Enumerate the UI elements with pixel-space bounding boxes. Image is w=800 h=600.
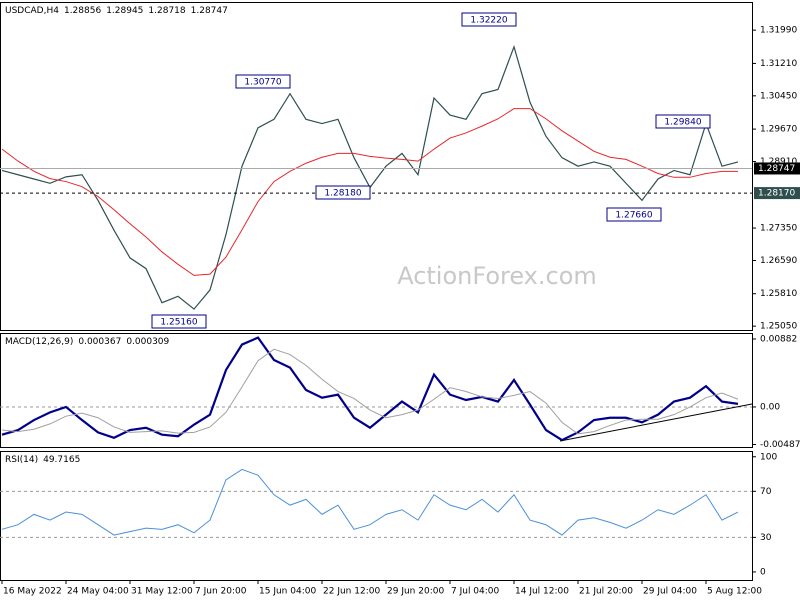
panel-frame xyxy=(0,2,753,331)
price-tag xyxy=(754,162,800,175)
level-tag xyxy=(754,187,800,200)
x-tick-label: 29 Jun 20:00 xyxy=(387,587,444,597)
y-tick-label: 1.27350 xyxy=(760,224,797,234)
level-tag-label: 1.28170 xyxy=(758,189,795,199)
panel-frame xyxy=(0,333,753,448)
annotation-box xyxy=(235,74,291,89)
x-tick-label: 24 May 04:00 xyxy=(67,587,129,597)
annotation-box xyxy=(655,114,711,129)
y-tick-label: 0.00 xyxy=(760,402,780,412)
trendline xyxy=(559,403,753,442)
title: MACD(12,26,9) xyxy=(5,337,73,347)
x-tick-label: 16 May 2022 xyxy=(3,587,62,597)
y-tick-label: 1.26590 xyxy=(760,256,797,266)
y-tick-label: 1.28910 xyxy=(760,157,797,167)
x-tick-label: 7 Jul 04:00 xyxy=(451,587,500,597)
reading: 1.28945 xyxy=(106,6,143,16)
x-tick-label: 14 Jul 12:00 xyxy=(515,587,569,597)
reading: 49.7165 xyxy=(43,455,80,465)
x-tick-label: 29 Jul 04:00 xyxy=(643,587,697,597)
title: RSI(14) xyxy=(5,455,38,465)
x-tick-label: 15 Jun 04:00 xyxy=(259,587,316,597)
annotation-box xyxy=(606,207,662,222)
reading: 1.28718 xyxy=(148,6,185,16)
y-tick-label: 1.25050 xyxy=(760,322,797,332)
x-tick-label: 22 Jun 12:00 xyxy=(323,587,380,597)
price-tag-label: 1.28747 xyxy=(758,164,795,174)
series-line xyxy=(1,108,738,276)
y-tick-label: 0.00882 xyxy=(760,335,797,345)
series-line xyxy=(1,336,739,442)
reading: 1.28856 xyxy=(64,6,101,16)
y-tick-label: 30 xyxy=(760,533,772,543)
title: USDCAD,H4 xyxy=(5,6,59,16)
y-tick-label: 70 xyxy=(760,487,772,497)
y-tick-label: 1.30450 xyxy=(760,91,797,101)
annotation: 1.25160 xyxy=(160,318,197,328)
panel-title: USDCAD,H4 1.28856 1.28945 1.28718 1.28747 xyxy=(5,6,228,16)
reading: 0.000309 xyxy=(126,337,169,347)
y-tick-label: 100 xyxy=(760,452,777,462)
annotation-box xyxy=(151,314,207,329)
y-tick-label: 1.29670 xyxy=(760,125,797,135)
annotation: 1.27660 xyxy=(615,211,652,221)
x-tick-label: 7 Jun 20:00 xyxy=(195,587,247,597)
y-tick-label: 1.31210 xyxy=(760,59,797,69)
y-tick-label: -0.004872 xyxy=(760,440,800,450)
panel-frame xyxy=(0,451,753,581)
annotation-box xyxy=(461,12,517,27)
x-tick-label: 5 Aug 12:00 xyxy=(707,587,762,597)
y-tick-label: 0 xyxy=(760,567,766,577)
watermark: ActionForex.com xyxy=(397,262,597,290)
series-line xyxy=(1,468,739,536)
annotation-box xyxy=(315,185,371,200)
panel-title: RSI(14) 49.7165 xyxy=(5,455,80,465)
x-tick-label: 31 May 12:00 xyxy=(131,587,193,597)
reading: 0.000367 xyxy=(78,337,121,347)
series-line xyxy=(1,348,739,435)
annotation: 1.29840 xyxy=(664,118,701,128)
panel-title: MACD(12,26,9) 0.000367 0.000309 xyxy=(5,337,170,347)
x-tick-label: 21 Jul 20:00 xyxy=(579,587,633,597)
annotation: 1.28180 xyxy=(324,189,361,199)
y-tick-label: 1.25810 xyxy=(760,289,797,299)
annotation: 1.32220 xyxy=(470,16,507,26)
y-tick-label: 1.31990 xyxy=(760,26,797,36)
reading: 1.28747 xyxy=(191,6,228,16)
annotation: 1.30770 xyxy=(244,78,281,88)
